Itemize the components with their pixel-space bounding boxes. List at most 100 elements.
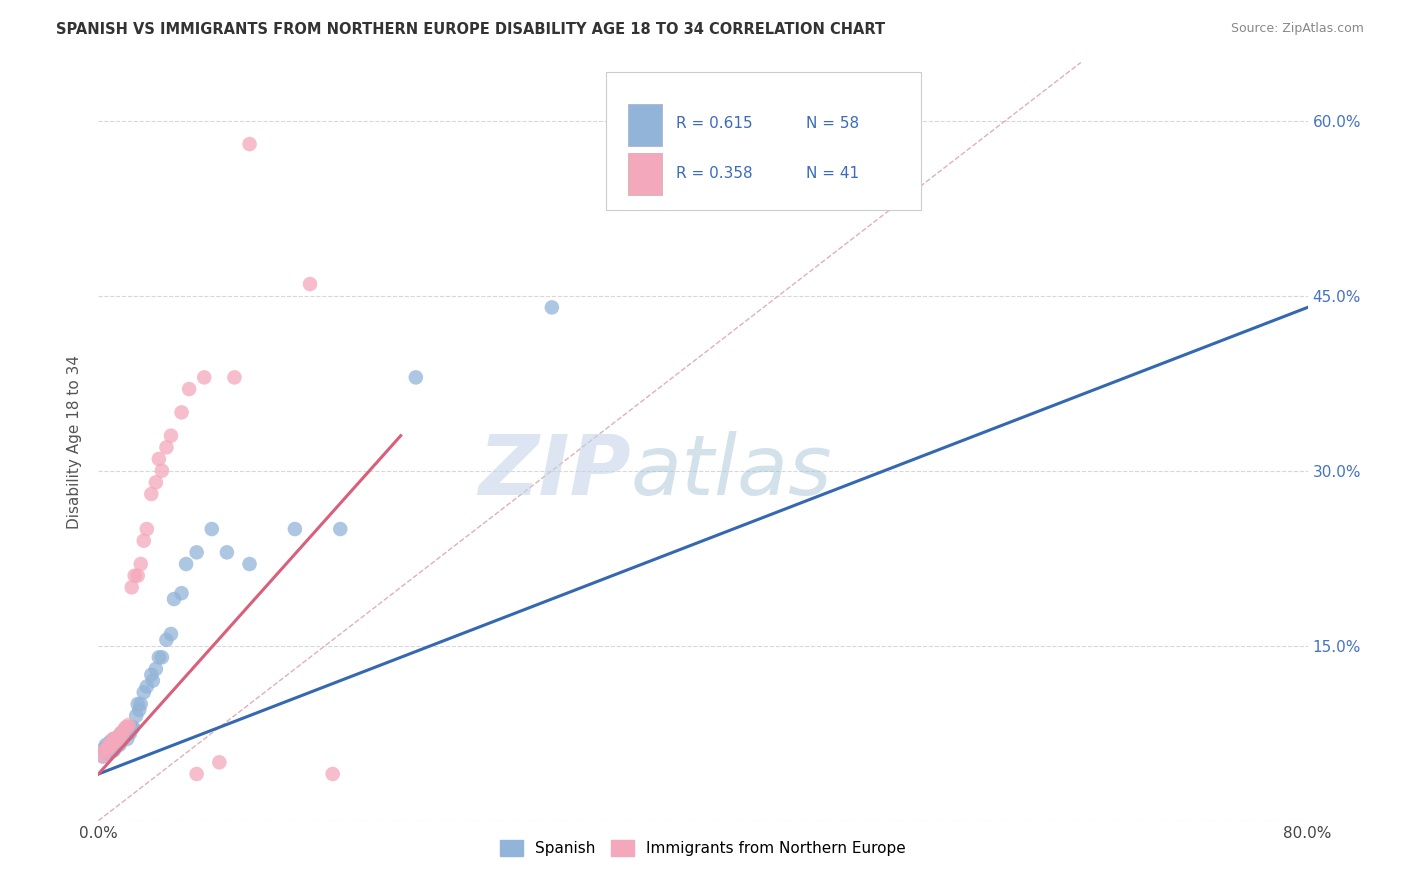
Point <box>129 697 152 711</box>
Point <box>329 522 352 536</box>
Point <box>322 767 344 781</box>
Point <box>93 741 115 756</box>
Text: N = 58: N = 58 <box>806 116 859 131</box>
Point <box>122 720 145 734</box>
Point <box>98 741 121 756</box>
Point <box>98 738 121 752</box>
Point <box>91 749 114 764</box>
Text: N = 41: N = 41 <box>806 166 859 181</box>
Point <box>100 738 122 752</box>
Point <box>101 738 124 752</box>
Point <box>150 650 173 665</box>
Bar <box>628 104 662 145</box>
Point <box>125 708 148 723</box>
Point <box>96 741 118 756</box>
Point <box>201 522 224 536</box>
Y-axis label: Disability Age 18 to 34: Disability Age 18 to 34 <box>67 354 83 529</box>
Point <box>148 650 170 665</box>
Point <box>94 744 117 758</box>
Bar <box>628 153 662 195</box>
Point <box>107 731 129 746</box>
Point <box>299 277 322 291</box>
Point <box>96 746 118 760</box>
Point <box>155 632 177 647</box>
Point <box>118 718 141 732</box>
Point <box>145 475 167 490</box>
Point <box>132 685 155 699</box>
Text: ZIP: ZIP <box>478 432 630 512</box>
Point <box>145 662 167 676</box>
Point <box>103 731 125 746</box>
Text: R = 0.615: R = 0.615 <box>676 116 754 131</box>
Text: R = 0.358: R = 0.358 <box>676 166 754 181</box>
FancyBboxPatch shape <box>606 72 921 211</box>
Point <box>193 370 215 384</box>
Point <box>103 744 125 758</box>
Point <box>94 738 117 752</box>
Point <box>103 738 125 752</box>
Point <box>110 734 132 748</box>
Point <box>103 734 125 748</box>
Point <box>405 370 427 384</box>
Point <box>93 744 115 758</box>
Point <box>110 726 132 740</box>
Point <box>105 734 128 748</box>
Point <box>108 731 131 746</box>
Point <box>91 749 114 764</box>
Point <box>103 731 125 746</box>
Point <box>112 726 135 740</box>
Point <box>284 522 307 536</box>
Point <box>111 731 134 746</box>
Point <box>121 580 143 594</box>
Point <box>155 441 177 455</box>
Point <box>114 726 136 740</box>
Point <box>135 680 157 694</box>
Point <box>101 744 124 758</box>
Point <box>540 301 562 315</box>
Point <box>108 730 131 744</box>
Point <box>98 744 121 758</box>
Point <box>104 731 127 746</box>
Point <box>186 767 208 781</box>
Point <box>105 738 128 752</box>
Point <box>108 738 131 752</box>
Point <box>129 557 152 571</box>
Point <box>141 487 163 501</box>
Point <box>170 405 193 419</box>
Point <box>179 382 201 396</box>
Point <box>110 726 132 740</box>
Text: SPANISH VS IMMIGRANTS FROM NORTHERN EUROPE DISABILITY AGE 18 TO 34 CORRELATION C: SPANISH VS IMMIGRANTS FROM NORTHERN EURO… <box>56 22 886 37</box>
Point <box>127 568 149 582</box>
Point <box>105 734 128 748</box>
Point <box>127 697 149 711</box>
Point <box>132 533 155 548</box>
Point <box>104 731 127 746</box>
Point <box>160 627 183 641</box>
Point <box>115 731 138 746</box>
Point <box>115 720 138 734</box>
Point <box>148 452 170 467</box>
Point <box>98 738 121 752</box>
Point <box>118 726 141 740</box>
Point <box>101 738 124 752</box>
Point <box>124 568 146 582</box>
Point <box>224 370 246 384</box>
Point <box>100 734 122 748</box>
Point <box>107 734 129 748</box>
Point <box>104 741 127 756</box>
Point <box>114 720 136 734</box>
Point <box>94 744 117 758</box>
Point <box>135 522 157 536</box>
Text: atlas: atlas <box>630 432 832 512</box>
Point <box>174 557 197 571</box>
Point <box>186 545 208 559</box>
Point <box>208 756 231 770</box>
Point <box>239 557 262 571</box>
Point <box>160 428 183 442</box>
Point <box>107 730 129 744</box>
Text: Source: ZipAtlas.com: Source: ZipAtlas.com <box>1230 22 1364 36</box>
Point <box>112 723 135 737</box>
Point <box>128 703 150 717</box>
Point <box>170 586 193 600</box>
Point <box>111 726 134 740</box>
